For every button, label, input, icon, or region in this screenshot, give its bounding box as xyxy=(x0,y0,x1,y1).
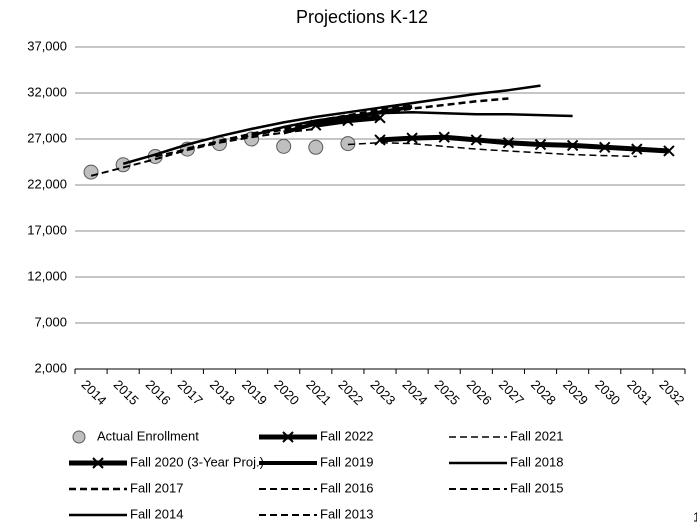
data-point xyxy=(308,139,324,155)
legend-label: Fall 2013 xyxy=(320,506,373,521)
x-tick-label: 2031 xyxy=(624,377,655,408)
legend-swatch xyxy=(282,431,294,443)
x-tick-label: 2016 xyxy=(143,377,174,408)
x-tick-label: 2014 xyxy=(79,377,110,408)
legend-label: Fall 2022 xyxy=(320,428,373,443)
legend-label: Fall 2015 xyxy=(510,480,563,495)
data-point xyxy=(663,145,675,157)
legend-label: Fall 2016 xyxy=(320,480,373,495)
series-line xyxy=(122,84,541,166)
x-tick-label: 2017 xyxy=(175,377,206,408)
data-point xyxy=(566,139,579,152)
series-line xyxy=(347,141,637,158)
legend-label: Fall 2017 xyxy=(130,480,183,495)
series-line xyxy=(251,111,573,137)
x-tick-label: 2023 xyxy=(367,377,398,408)
chart-title: Projections K-12 xyxy=(296,7,428,27)
x-tick-label: 2021 xyxy=(303,377,334,408)
y-tick-label: 2,000 xyxy=(34,360,67,375)
legend-label: Fall 2020 (3-Year Proj.) xyxy=(130,454,264,469)
data-point xyxy=(470,134,483,146)
data-point xyxy=(115,157,131,173)
x-tick-label: 2026 xyxy=(464,377,495,408)
x-tick-label: 2019 xyxy=(239,377,270,408)
y-tick-label: 27,000 xyxy=(27,130,67,145)
data-point xyxy=(631,143,643,155)
data-point xyxy=(438,131,450,143)
y-tick-label: 7,000 xyxy=(34,314,67,329)
x-tick-label: 2020 xyxy=(271,377,302,408)
legend-label: Fall 2014 xyxy=(130,506,183,521)
x-tick-label: 2024 xyxy=(400,377,431,408)
series-line xyxy=(187,106,413,150)
data-point xyxy=(83,164,99,180)
page-number: 1 xyxy=(693,509,697,524)
y-tick-label: 37,000 xyxy=(27,38,67,53)
legend-label: Actual Enrollment xyxy=(97,428,199,443)
x-tick-label: 2022 xyxy=(335,377,366,408)
data-point xyxy=(534,138,547,151)
series-line xyxy=(90,127,316,177)
x-tick-label: 2018 xyxy=(207,377,238,408)
legend-swatch xyxy=(72,430,86,444)
y-tick-label: 32,000 xyxy=(27,84,67,99)
x-tick-label: 2032 xyxy=(656,377,687,408)
data-point xyxy=(406,132,418,144)
legend-label: Fall 2018 xyxy=(510,454,563,469)
legend-label: Fall 2021 xyxy=(510,428,563,443)
y-tick-label: 22,000 xyxy=(27,176,67,191)
x-tick-label: 2025 xyxy=(432,377,463,408)
x-tick-label: 2027 xyxy=(496,377,527,408)
x-tick-label: 2029 xyxy=(560,377,591,408)
x-tick-label: 2028 xyxy=(528,377,559,408)
legend-swatch xyxy=(92,457,104,469)
data-point xyxy=(276,138,292,154)
legend-label: Fall 2019 xyxy=(320,454,373,469)
y-tick-label: 17,000 xyxy=(27,222,67,237)
series-line xyxy=(379,134,670,154)
x-tick-label: 2030 xyxy=(592,377,623,408)
data-point xyxy=(599,141,611,153)
data-point xyxy=(502,136,515,149)
data-point xyxy=(340,136,356,152)
y-tick-label: 12,000 xyxy=(27,268,67,283)
series-line xyxy=(283,104,413,135)
x-tick-label: 2015 xyxy=(111,377,142,408)
